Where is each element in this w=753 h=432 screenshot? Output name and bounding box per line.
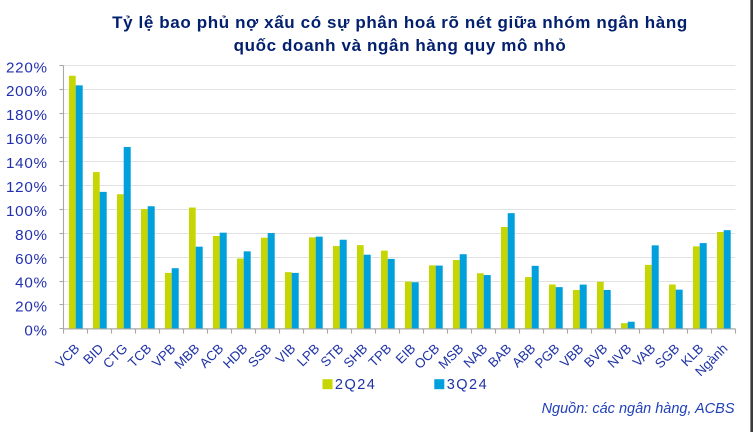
svg-text:Nguồn: các ngân hàng, ACBS: Nguồn: các ngân hàng, ACBS	[542, 401, 735, 417]
svg-text:200%: 200%	[6, 83, 48, 100]
svg-text:60%: 60%	[15, 251, 48, 268]
svg-text:140%: 140%	[6, 155, 48, 172]
svg-text:40%: 40%	[15, 275, 48, 292]
svg-text:quốc doanh và ngân hàng quy mô: quốc doanh và ngân hàng quy mô nhỏ	[234, 36, 567, 55]
svg-text:220%: 220%	[6, 59, 48, 76]
svg-text:2Q24: 2Q24	[335, 377, 376, 393]
svg-text:Tỷ lệ bao phủ nợ xấu có sự phâ: Tỷ lệ bao phủ nợ xấu có sự phân hoá rõ n…	[112, 13, 688, 32]
svg-text:3Q24: 3Q24	[447, 377, 488, 393]
svg-text:80%: 80%	[15, 227, 48, 244]
svg-text:20%: 20%	[15, 299, 48, 316]
svg-text:160%: 160%	[6, 131, 48, 148]
svg-text:120%: 120%	[6, 179, 48, 196]
svg-text:180%: 180%	[6, 107, 48, 124]
svg-text:0%: 0%	[24, 323, 47, 340]
svg-text:100%: 100%	[6, 203, 48, 220]
